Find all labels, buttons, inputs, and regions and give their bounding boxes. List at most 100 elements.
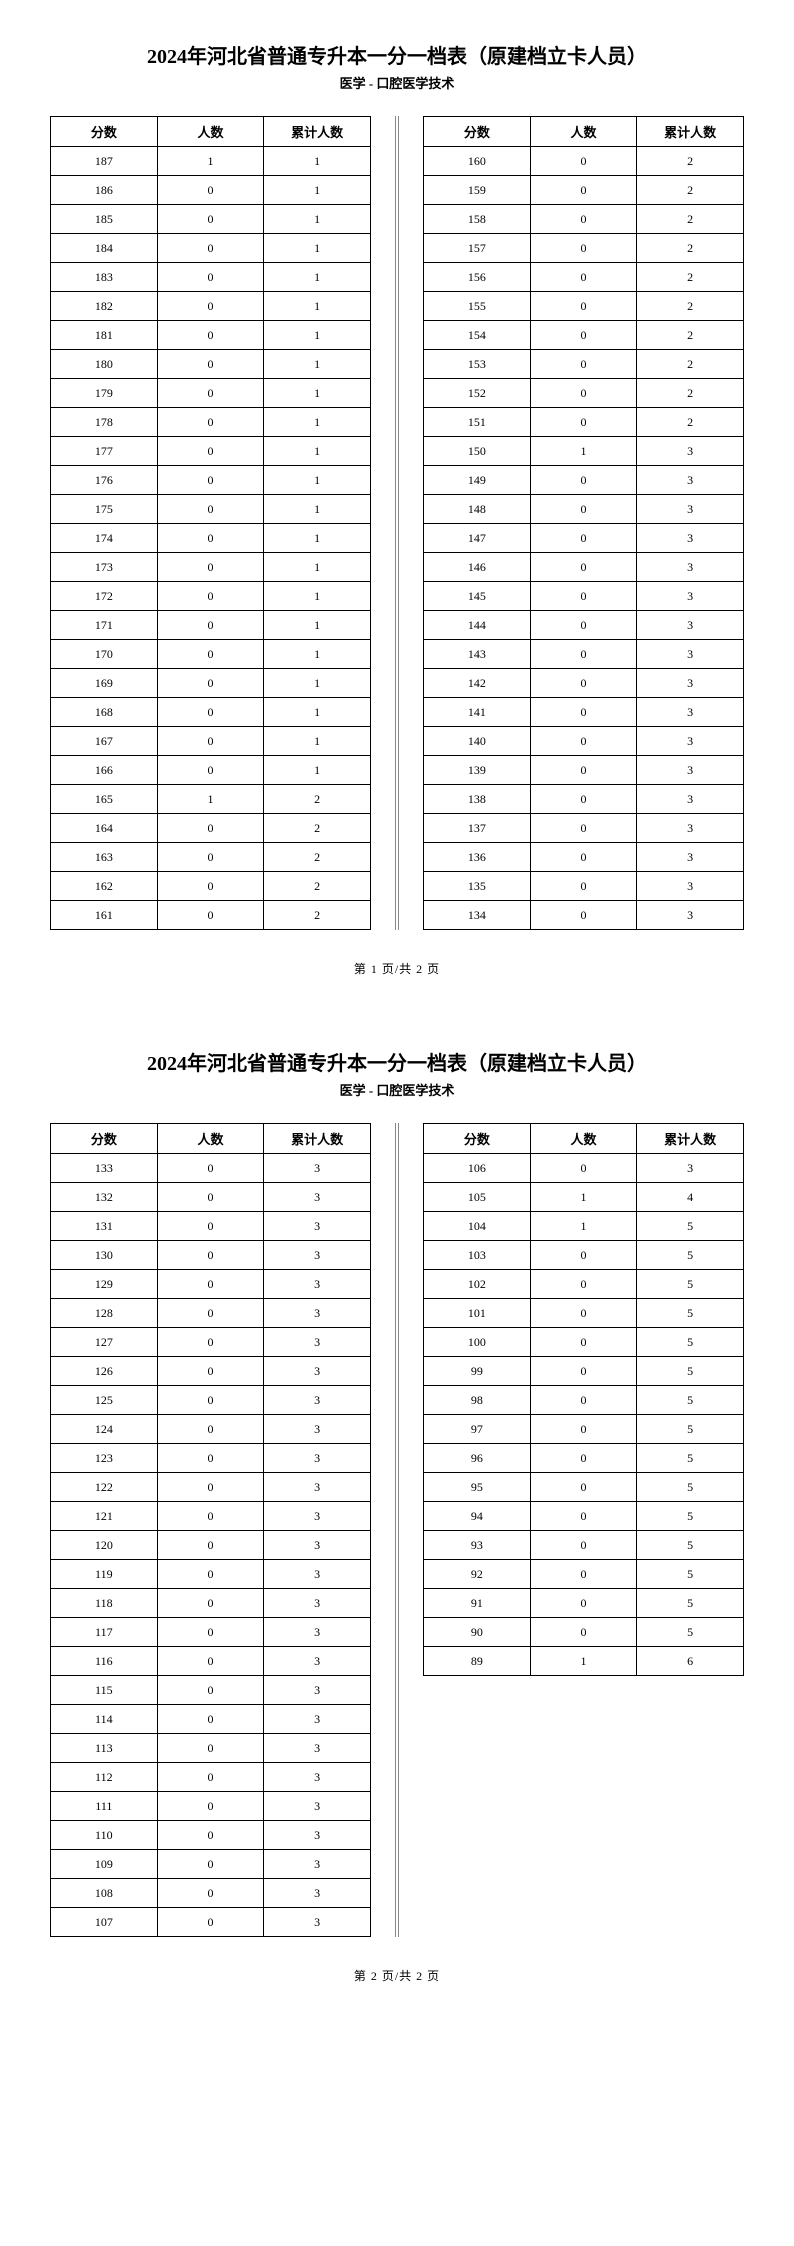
table-row: 9905 bbox=[424, 1357, 744, 1386]
table-row: 17601 bbox=[51, 466, 371, 495]
table-row: 12003 bbox=[51, 1531, 371, 1560]
cell-cum: 2 bbox=[637, 176, 744, 205]
table-row: 14303 bbox=[424, 640, 744, 669]
header-score: 分数 bbox=[424, 1124, 531, 1154]
cell-cum: 1 bbox=[264, 379, 371, 408]
cell-score: 114 bbox=[51, 1705, 158, 1734]
table-row: 18401 bbox=[51, 234, 371, 263]
cell-score: 139 bbox=[424, 756, 531, 785]
table-row: 17701 bbox=[51, 437, 371, 466]
cell-count: 0 bbox=[157, 582, 264, 611]
table-row: 15102 bbox=[424, 408, 744, 437]
table-row: 10603 bbox=[424, 1154, 744, 1183]
cell-cum: 5 bbox=[637, 1212, 744, 1241]
cell-count: 0 bbox=[157, 176, 264, 205]
table-row: 14603 bbox=[424, 553, 744, 582]
cell-cum: 3 bbox=[637, 437, 744, 466]
table-row: 13503 bbox=[424, 872, 744, 901]
cell-score: 185 bbox=[51, 205, 158, 234]
cell-count: 0 bbox=[530, 843, 637, 872]
cell-cum: 1 bbox=[264, 292, 371, 321]
cell-count: 0 bbox=[157, 379, 264, 408]
table-row: 9705 bbox=[424, 1415, 744, 1444]
score-table: 分数人数累计人数13303132031310313003129031280312… bbox=[50, 1123, 371, 1937]
cell-score: 148 bbox=[424, 495, 531, 524]
cell-score: 95 bbox=[424, 1473, 531, 1502]
cell-cum: 2 bbox=[264, 785, 371, 814]
cell-cum: 1 bbox=[264, 727, 371, 756]
cell-count: 0 bbox=[530, 669, 637, 698]
cell-cum: 3 bbox=[264, 1299, 371, 1328]
cell-count: 0 bbox=[157, 553, 264, 582]
table-row: 9105 bbox=[424, 1589, 744, 1618]
cell-cum: 3 bbox=[264, 1734, 371, 1763]
cell-score: 161 bbox=[51, 901, 158, 930]
table-row: 10415 bbox=[424, 1212, 744, 1241]
cell-cum: 3 bbox=[637, 669, 744, 698]
header-count: 人数 bbox=[157, 1124, 264, 1154]
table-row: 12203 bbox=[51, 1473, 371, 1502]
cell-score: 173 bbox=[51, 553, 158, 582]
table-row: 14503 bbox=[424, 582, 744, 611]
cell-score: 133 bbox=[51, 1154, 158, 1183]
page: 2024年河北省普通专升本一分一档表（原建档立卡人员）医学 - 口腔医学技术分数… bbox=[0, 0, 794, 1007]
cell-cum: 2 bbox=[637, 205, 744, 234]
table-row: 14203 bbox=[424, 669, 744, 698]
table-row: 17401 bbox=[51, 524, 371, 553]
table-header-row: 分数人数累计人数 bbox=[51, 1124, 371, 1154]
cell-cum: 5 bbox=[637, 1531, 744, 1560]
left-table-wrap: 分数人数累计人数13303132031310313003129031280312… bbox=[50, 1123, 371, 1937]
cell-cum: 2 bbox=[637, 408, 744, 437]
cell-cum: 1 bbox=[264, 495, 371, 524]
cell-count: 0 bbox=[157, 1647, 264, 1676]
cell-cum: 3 bbox=[264, 1560, 371, 1589]
cell-count: 0 bbox=[530, 611, 637, 640]
cell-count: 0 bbox=[157, 1879, 264, 1908]
table-row: 10803 bbox=[51, 1879, 371, 1908]
left-table-wrap: 分数人数累计人数18711186011850118401183011820118… bbox=[50, 116, 371, 930]
table-row: 11503 bbox=[51, 1676, 371, 1705]
cell-score: 186 bbox=[51, 176, 158, 205]
cell-count: 0 bbox=[530, 1241, 637, 1270]
cell-score: 131 bbox=[51, 1212, 158, 1241]
cell-count: 0 bbox=[157, 205, 264, 234]
table-row: 16002 bbox=[424, 147, 744, 176]
cell-score: 108 bbox=[51, 1879, 158, 1908]
cell-cum: 3 bbox=[264, 1270, 371, 1299]
cell-score: 179 bbox=[51, 379, 158, 408]
cell-score: 138 bbox=[424, 785, 531, 814]
cell-cum: 1 bbox=[264, 176, 371, 205]
cell-cum: 3 bbox=[264, 1502, 371, 1531]
cell-count: 0 bbox=[157, 263, 264, 292]
cell-count: 0 bbox=[530, 466, 637, 495]
table-row: 17301 bbox=[51, 553, 371, 582]
table-row: 15013 bbox=[424, 437, 744, 466]
cell-cum: 3 bbox=[264, 1618, 371, 1647]
cell-count: 0 bbox=[157, 437, 264, 466]
cell-score: 130 bbox=[51, 1241, 158, 1270]
cell-cum: 5 bbox=[637, 1502, 744, 1531]
score-table: 分数人数累计人数18711186011850118401183011820118… bbox=[50, 116, 371, 930]
table-row: 15902 bbox=[424, 176, 744, 205]
cell-count: 0 bbox=[530, 1415, 637, 1444]
cell-cum: 3 bbox=[637, 495, 744, 524]
cell-cum: 3 bbox=[264, 1821, 371, 1850]
cell-cum: 1 bbox=[264, 553, 371, 582]
table-row: 16402 bbox=[51, 814, 371, 843]
header-score: 分数 bbox=[424, 117, 531, 147]
cell-count: 0 bbox=[157, 698, 264, 727]
cell-score: 156 bbox=[424, 263, 531, 292]
cell-cum: 2 bbox=[637, 147, 744, 176]
table-row: 15602 bbox=[424, 263, 744, 292]
table-row: 16302 bbox=[51, 843, 371, 872]
cell-cum: 6 bbox=[637, 1647, 744, 1676]
cell-cum: 3 bbox=[264, 1473, 371, 1502]
cell-count: 0 bbox=[530, 524, 637, 553]
cell-score: 177 bbox=[51, 437, 158, 466]
cell-cum: 5 bbox=[637, 1241, 744, 1270]
cell-cum: 3 bbox=[637, 1154, 744, 1183]
table-row: 15202 bbox=[424, 379, 744, 408]
cell-cum: 2 bbox=[637, 263, 744, 292]
cell-cum: 5 bbox=[637, 1560, 744, 1589]
cell-cum: 1 bbox=[264, 524, 371, 553]
